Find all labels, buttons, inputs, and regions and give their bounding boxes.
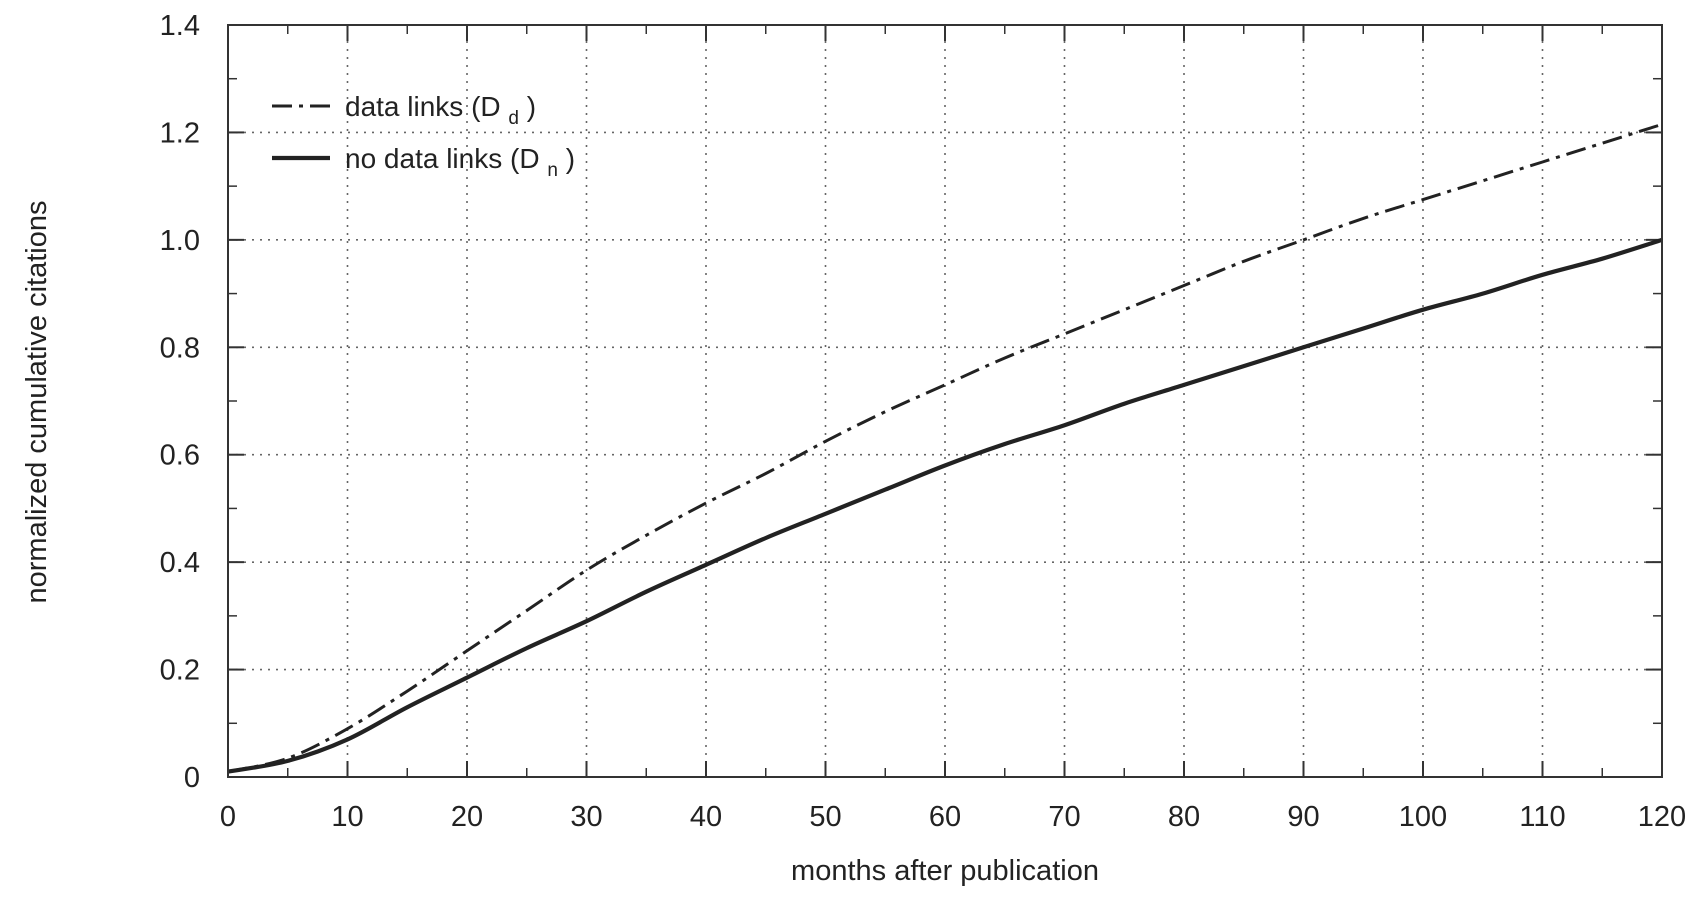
- x-tick-label: 60: [929, 801, 961, 833]
- y-tick-label: 0.4: [160, 547, 200, 579]
- y-tick-label: 1.2: [160, 117, 200, 149]
- x-tick-label: 100: [1399, 801, 1447, 833]
- x-tick-label: 40: [690, 801, 722, 833]
- x-axis-label: months after publication: [791, 855, 1099, 887]
- grid-lines: [228, 25, 1662, 777]
- legend-label-no-data-links: no data links (D n ): [345, 143, 575, 182]
- legend: data links (D d ) no data links (D n ): [272, 91, 575, 182]
- legend-label-no-data-links-sub: n: [547, 160, 558, 181]
- x-tick-label: 80: [1168, 801, 1200, 833]
- y-tick-labels: 0 0.2 0.4 0.6 0.8 1.0 1.2 1.4: [160, 10, 200, 794]
- series-line-data-links: [227, 122, 1663, 774]
- legend-label-data-links: data links (D d ): [345, 91, 536, 130]
- x-tick-label: 70: [1048, 801, 1080, 833]
- y-tick-label: 1.0: [160, 225, 200, 257]
- legend-label-data-links-main: data links (D: [345, 91, 501, 122]
- legend-label-no-data-links-main: no data links (D: [345, 143, 540, 174]
- plot-frame: [227, 24, 1663, 778]
- y-axis-label: normalized cumulative citations: [21, 201, 53, 604]
- x-tick-labels: 0 10 20 30 40 50 60 70 80 90 100 110 120: [220, 801, 1686, 833]
- x-tick-label: 120: [1638, 801, 1686, 833]
- series-layer: [227, 122, 1663, 774]
- y-tick-label: 1.4: [160, 10, 200, 42]
- legend-label-data-links-close: ): [527, 91, 536, 122]
- x-tick-label: 20: [451, 801, 483, 833]
- legend-label-data-links-sub: d: [508, 108, 519, 129]
- y-tick-label: 0: [184, 762, 200, 794]
- x-tick-label: 110: [1519, 801, 1565, 833]
- y-tick-label: 0.8: [160, 332, 200, 364]
- y-tick-label: 0.6: [160, 440, 200, 472]
- x-tick-label: 50: [809, 801, 841, 833]
- y-tick-label: 0.2: [160, 655, 200, 687]
- x-tick-label: 10: [331, 801, 363, 833]
- x-tick-label: 0: [220, 801, 236, 833]
- x-tick-label: 30: [570, 801, 602, 833]
- x-tick-label: 90: [1287, 801, 1319, 833]
- legend-label-no-data-links-close: ): [566, 143, 575, 174]
- series-line-no-data-links: [227, 237, 1663, 774]
